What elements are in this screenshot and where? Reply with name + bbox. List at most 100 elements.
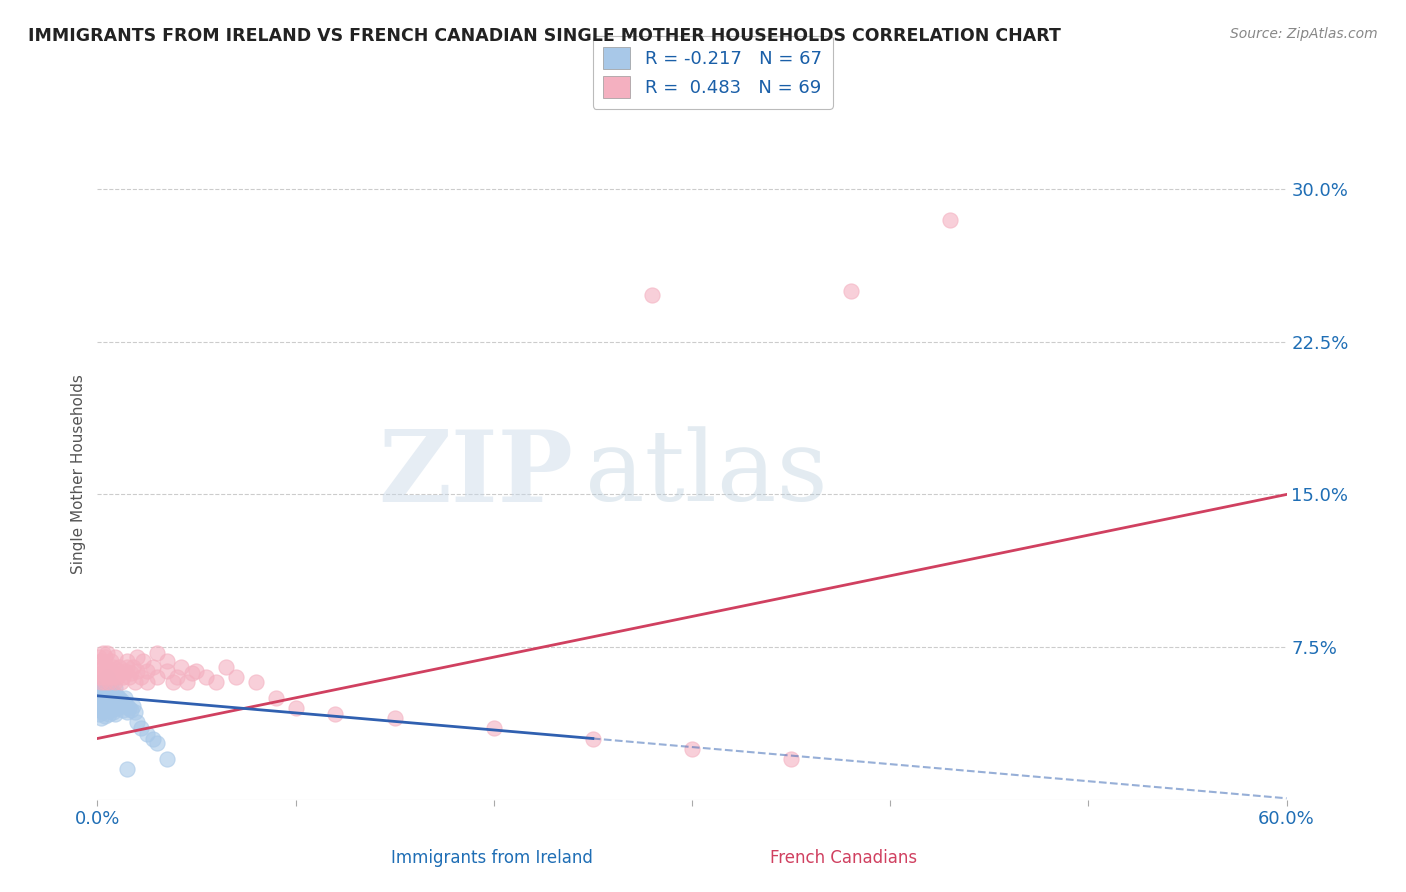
Text: ZIP: ZIP [378,425,574,523]
Point [124,705,146,719]
Point [195,671,218,685]
Point [181,666,204,681]
Point [90,674,112,689]
Point [105,671,128,685]
Point [94,650,117,665]
Point [100,654,122,668]
Point [105,689,128,703]
Point [94,695,117,709]
Point [104,707,127,722]
Point [146,671,169,685]
Point [110,674,132,689]
Text: Source: ZipAtlas.com: Source: ZipAtlas.com [1230,27,1378,41]
Text: IMMIGRANTS FROM IRELAND VS FRENCH CANADIAN SINGLE MOTHER HOUSEHOLDS CORRELATION : IMMIGRANTS FROM IRELAND VS FRENCH CANADI… [28,27,1062,45]
Point [108,697,131,711]
Point [129,722,152,736]
Point [114,690,136,705]
Legend: R = -0.217   N = 67, R =  0.483   N = 69: R = -0.217 N = 67, R = 0.483 N = 69 [592,36,832,109]
Point [86,690,108,705]
Point [89,681,111,695]
Point [96,703,118,717]
Point [114,697,136,711]
Point [104,681,127,695]
Point [681,741,703,756]
Point [142,660,165,674]
Point [146,646,169,660]
Point [176,674,198,689]
Point [104,674,127,689]
Point [156,654,179,668]
Point [94,687,117,701]
Point [90,684,112,698]
Point [90,666,112,681]
Point [96,671,118,685]
Point [115,698,138,713]
Point [94,709,117,723]
Point [112,671,135,685]
Point [103,705,125,719]
Point [98,681,121,695]
Y-axis label: Single Mother Households: Single Mother Households [72,374,86,574]
Point [938,212,960,227]
Point [103,697,125,711]
Point [98,674,121,689]
Point [114,665,136,679]
Point [146,735,169,749]
Point [91,705,114,719]
Point [98,707,121,722]
Point [96,690,118,705]
Point [100,695,122,709]
Point [284,701,307,715]
Point [89,671,111,685]
Point [118,671,141,685]
Point [110,693,132,707]
Point [96,671,118,685]
Point [96,646,118,660]
Point [89,695,111,709]
Point [186,665,208,679]
Point [103,671,125,685]
Point [780,752,803,766]
Point [162,674,184,689]
Point [135,674,157,689]
Point [135,665,157,679]
Point [91,660,114,674]
Text: French Canadians: French Canadians [770,849,917,867]
Point [384,711,406,725]
Point [142,731,165,746]
Point [120,666,142,681]
Point [103,690,125,705]
Point [104,650,127,665]
Point [482,722,505,736]
Point [104,693,127,707]
Point [105,665,128,679]
Point [264,690,287,705]
Point [110,666,132,681]
Point [108,690,131,705]
Point [91,689,114,703]
Point [103,660,125,674]
Point [90,654,112,668]
Point [118,701,141,715]
Text: atlas: atlas [585,426,828,522]
Point [323,707,346,722]
Point [90,690,112,705]
Point [98,698,121,713]
Point [100,671,122,685]
Point [91,681,114,695]
Point [91,646,114,660]
Point [205,674,228,689]
Point [91,698,114,713]
Point [90,711,112,725]
Point [125,650,148,665]
Point [100,703,122,717]
Point [110,698,132,713]
Point [122,698,145,713]
Point [100,689,122,703]
Point [156,752,179,766]
Point [94,679,117,693]
Point [103,684,125,698]
Point [169,660,191,674]
Point [125,715,148,730]
Point [104,698,127,713]
